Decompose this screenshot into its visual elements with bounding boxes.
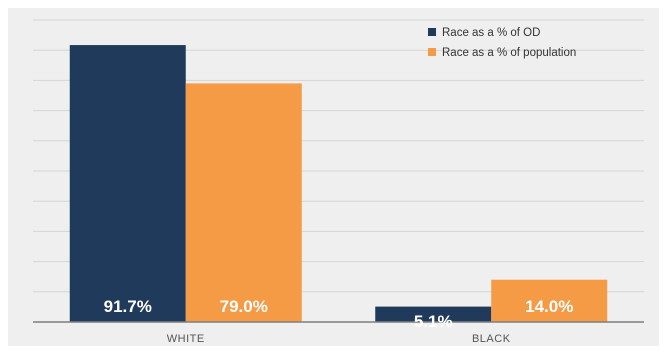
bar-black-series-2 xyxy=(491,279,608,322)
bars xyxy=(69,45,608,322)
bar-white-series-1 xyxy=(69,45,186,322)
bar-white-series-2 xyxy=(185,83,302,322)
data-label: 79.0% xyxy=(220,297,268,316)
category-labels: WHITE BLACK xyxy=(167,333,511,345)
legend-label-series-1: Race as a % of OD xyxy=(442,27,540,39)
legend-label-series-2: Race as a % of population xyxy=(442,47,576,59)
category-label-white: WHITE xyxy=(167,333,205,345)
data-labels: 91.7% 79.0% 5.1% 14.0% xyxy=(104,297,574,331)
category-label-black: BLACK xyxy=(472,333,511,345)
data-label: 5.1% xyxy=(414,312,453,331)
data-label: 14.0% xyxy=(525,297,573,316)
legend-swatch-series-1 xyxy=(428,28,436,36)
legend-swatch-series-2 xyxy=(428,48,436,56)
bar-black-series-1 xyxy=(375,306,492,322)
data-label: 91.7% xyxy=(104,297,152,316)
legend: Race as a % of OD Race as a % of populati… xyxy=(428,27,576,59)
